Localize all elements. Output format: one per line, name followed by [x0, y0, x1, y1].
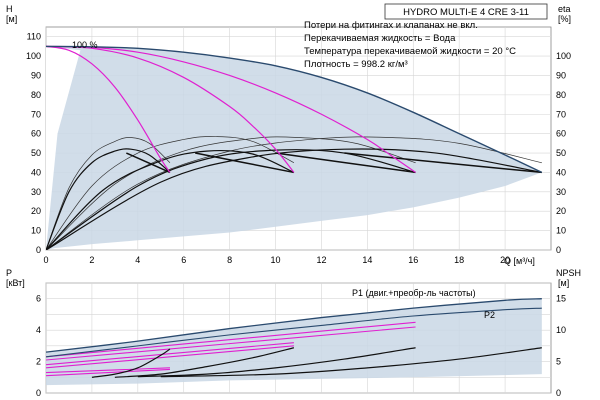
chart-title: HYDRO MULTI-E 4 CRE 3-11: [403, 7, 529, 18]
y-left-tick-label: 30: [31, 187, 41, 197]
x-tick-label: 0: [43, 255, 48, 265]
y-left-tick-label: 70: [31, 109, 41, 119]
y-left-tick-label: 90: [31, 70, 41, 80]
p2-curve: [46, 307, 542, 358]
y-left-tick-label: 10: [31, 226, 41, 236]
duty-curve-1: [195, 152, 295, 174]
x-tick-label: 14: [362, 255, 372, 265]
duty-curve-3: [344, 152, 542, 174]
x-tick-label: 8: [227, 255, 232, 265]
y-left-tick-label: 50: [31, 148, 41, 158]
top-operating-range: [46, 46, 542, 250]
y-right-tick-label: 10: [556, 226, 566, 236]
x-tick-label: 2: [89, 255, 94, 265]
npsh-curve-0: [91, 348, 171, 378]
npsh-curve-1: [114, 347, 295, 378]
x-tick-label: 10: [271, 255, 281, 265]
y-right-tick-label: 60: [556, 129, 566, 139]
x-axis-label: Q [м³/ч]: [504, 256, 535, 266]
y-right-tick-label: 70: [556, 109, 566, 119]
head-curve-1: [46, 45, 295, 173]
head-curve-3: [46, 45, 543, 174]
x-tick-label: 12: [316, 255, 326, 265]
efficiency-curve-3: [46, 136, 542, 250]
power-curve-2: [46, 345, 294, 369]
top-curves: [46, 45, 543, 250]
head-curve-0: [46, 45, 171, 173]
power-curve-5: [46, 321, 416, 358]
y-right-tick-label: 40: [556, 167, 566, 177]
label-p2: P2: [484, 310, 495, 320]
y-left-unit-h: [м]: [6, 14, 17, 24]
y-left-tick-label: 20: [31, 206, 41, 216]
note-4: Плотность = 998.2 кг/м³: [304, 59, 408, 70]
top-shade-cutout: [46, 46, 81, 250]
y-left-unit-p: [кВт]: [6, 278, 25, 288]
duty-curve-2: [275, 152, 416, 174]
efficiency-curve-0: [46, 137, 171, 250]
y-right-tick-label: 80: [556, 90, 566, 100]
npsh-tick-label: 0: [556, 388, 561, 398]
y-right-label-eta: eta: [558, 4, 571, 14]
y-left-tick-label: 110: [27, 32, 41, 42]
y-left-tick-label: 0: [36, 245, 41, 255]
power-curve-0: [46, 368, 170, 377]
p-tick-label: 2: [36, 357, 41, 367]
y-left-label-h: H: [6, 4, 13, 14]
y-right-tick-label: 20: [556, 206, 566, 216]
y-right-unit-eta: [%]: [558, 14, 571, 24]
y-left-tick-label: 100: [26, 51, 41, 61]
bottom-ticks: 0 2 4 6 0 5 10 15: [36, 294, 566, 398]
p-tick-label: 0: [36, 388, 41, 398]
duty-curve-0: [126, 152, 171, 174]
label-p1: P1 (двиг.+преобр-ль частоты): [352, 288, 476, 298]
top-shaded-envelope: [46, 46, 542, 250]
y-right-unit-npsh: [м]: [558, 278, 569, 288]
note-3: Температура перекачиваемой жидкости = 20…: [304, 46, 516, 57]
head-curve-2: [46, 45, 416, 173]
y-left-tick-label: 80: [31, 90, 41, 100]
x-tick-label: 18: [454, 255, 464, 265]
npsh-tick-label: 10: [556, 325, 566, 335]
x-tick-label: 4: [135, 255, 140, 265]
title-box: [384, 3, 548, 20]
top-ticks: 0 2 4 6 8 10 12 14 16 18 2001020304050607080901001…: [26, 32, 571, 265]
annotation-100-percent: 100 %: [72, 40, 98, 50]
system-curve-0: [46, 148, 171, 250]
p1-curve: [46, 298, 542, 353]
power-curve-3: [46, 342, 294, 366]
note-2: Перекачиваемая жидкость = Вода: [304, 33, 456, 44]
x-tick-label: 16: [408, 255, 418, 265]
p-tick-label: 6: [36, 294, 41, 304]
power-curve-1: [46, 367, 170, 374]
npsh-curve-2: [137, 347, 416, 378]
note-1: Потери на фитингах и клапанах не вкл.: [304, 20, 478, 31]
y-right-label-npsh: NPSH: [556, 268, 581, 278]
efficiency-curve-1: [46, 136, 295, 250]
y-left-label-p: P: [6, 268, 12, 278]
y-right-tick-label: 90: [556, 70, 566, 80]
x-tick-label: 20: [500, 255, 510, 265]
power-curve-4: [46, 326, 416, 361]
npsh-curve-3: [160, 347, 542, 378]
npsh-tick-label: 15: [556, 294, 566, 304]
y-right-tick-label: 50: [556, 148, 566, 158]
y-right-tick-label: 0: [556, 245, 561, 255]
y-left-tick-label: 60: [31, 129, 41, 139]
y-left-tick-label: 40: [31, 167, 41, 177]
p-tick-label: 4: [36, 325, 41, 335]
y-right-tick-label: 30: [556, 187, 566, 197]
npsh-tick-label: 5: [556, 357, 561, 367]
efficiency-curve-2: [46, 136, 416, 250]
y-right-tick-label: 100: [556, 51, 571, 61]
x-tick-label: 6: [181, 255, 186, 265]
system-curve-1: [46, 149, 295, 250]
system-curve-3: [46, 148, 542, 250]
bottom-curves: [46, 298, 542, 378]
